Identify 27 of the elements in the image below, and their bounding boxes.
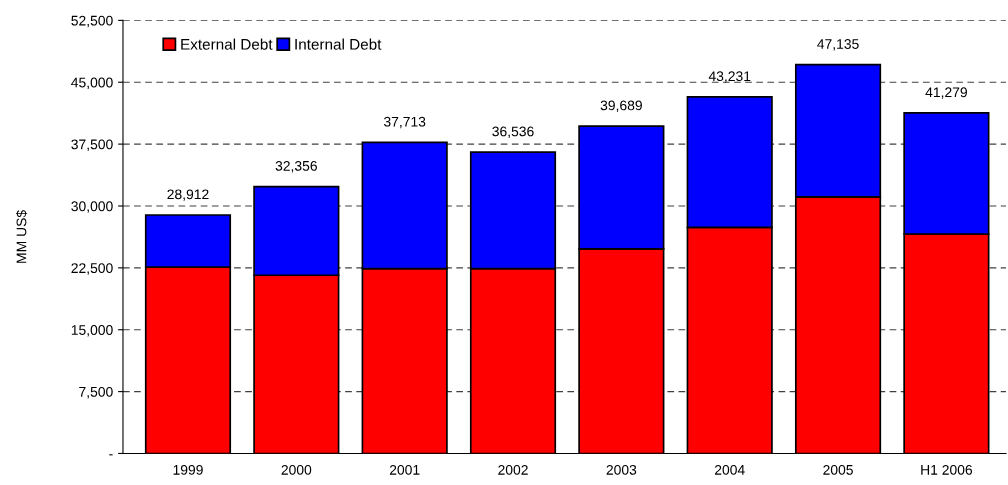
y-tick-label: 15,000 [71, 325, 113, 337]
legend-label: External Debt [181, 38, 273, 50]
y-tick-label: 37,500 [71, 139, 113, 151]
total-label: 39,689 [600, 100, 642, 112]
x-tick-label: H1 2006 [921, 464, 973, 475]
total-label: 41,279 [925, 87, 967, 99]
y-tick-label: 45,000 [71, 77, 113, 90]
total-label: 37,713 [383, 116, 426, 129]
y-axis-title: MM US$ [15, 210, 28, 263]
y-tick-label: 30,000 [71, 201, 113, 213]
x-tick-label: 2004 [714, 464, 745, 475]
y-tick-label: - [109, 454, 113, 456]
total-label: 32,356 [275, 160, 317, 173]
total-label: 47,135 [817, 39, 859, 51]
total-label: 43,231 [708, 71, 751, 83]
y-tick-label: 22,500 [71, 263, 113, 275]
x-tick-label: 1999 [173, 464, 203, 475]
y-tick-label: 52,500 [71, 15, 113, 28]
y-tick-label: 7,500 [79, 386, 113, 399]
total-label: 28,912 [167, 189, 209, 201]
x-tick-label: 2000 [281, 464, 312, 475]
x-tick-label: 2003 [606, 464, 637, 475]
total-label: 36,536 [492, 126, 534, 138]
legend-label: Internal Debt [295, 38, 382, 50]
x-tick-label: 2002 [498, 464, 528, 475]
x-tick-label: 2005 [823, 464, 853, 475]
x-tick-label: 2001 [389, 464, 420, 475]
